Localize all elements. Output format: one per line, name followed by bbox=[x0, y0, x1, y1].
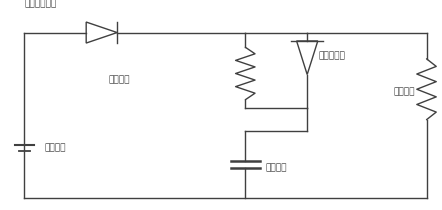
Text: 用户负载: 用户负载 bbox=[394, 87, 415, 96]
Text: 限流电阵: 限流电阵 bbox=[109, 75, 130, 84]
Text: 放电二极管: 放电二极管 bbox=[318, 51, 345, 60]
Text: 肖特基二极管: 肖特基二极管 bbox=[24, 0, 57, 8]
Text: 工作电源: 工作电源 bbox=[44, 144, 66, 152]
Text: 超级电容: 超级电容 bbox=[265, 164, 287, 172]
